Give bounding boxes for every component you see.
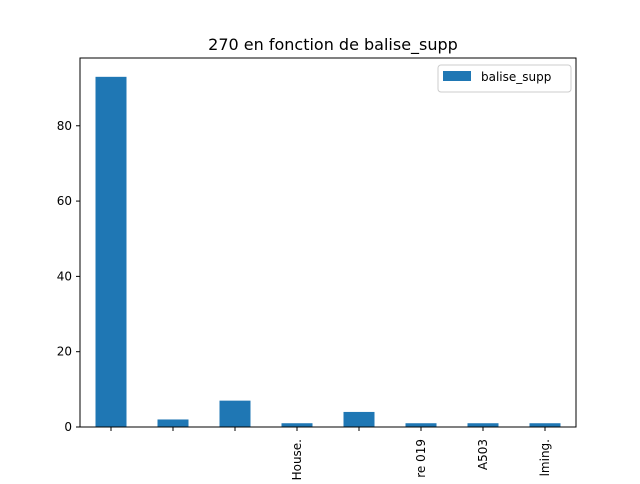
x-axis: House. re 019 A503 lming. [110, 427, 552, 480]
bars-group [95, 76, 561, 427]
y-tick-label: 0 [64, 420, 72, 434]
legend-label: balise_supp [481, 70, 551, 84]
x-tick-label: re 019 [414, 439, 428, 478]
bar [467, 423, 499, 427]
y-axis: 0 20 40 60 80 [57, 119, 80, 434]
bar [405, 423, 437, 427]
bar [343, 411, 375, 427]
y-tick-label: 80 [57, 119, 72, 133]
legend: balise_supp [437, 64, 572, 93]
x-tick-label: House. [290, 439, 304, 480]
x-tick-label: A503 [476, 439, 490, 470]
y-tick-label: 20 [57, 345, 72, 359]
bar [157, 419, 189, 427]
legend-box [437, 64, 572, 93]
bar [281, 423, 313, 427]
bar [219, 400, 251, 427]
bar [529, 423, 561, 427]
y-tick-label: 40 [57, 269, 72, 283]
bar [95, 76, 127, 427]
y-tick-label: 60 [57, 194, 72, 208]
plot-frame [79, 57, 577, 428]
chart-title: 270 en fonction de balise_supp [208, 35, 458, 55]
legend-swatch [443, 71, 471, 81]
x-tick-label: lming. [538, 439, 552, 476]
